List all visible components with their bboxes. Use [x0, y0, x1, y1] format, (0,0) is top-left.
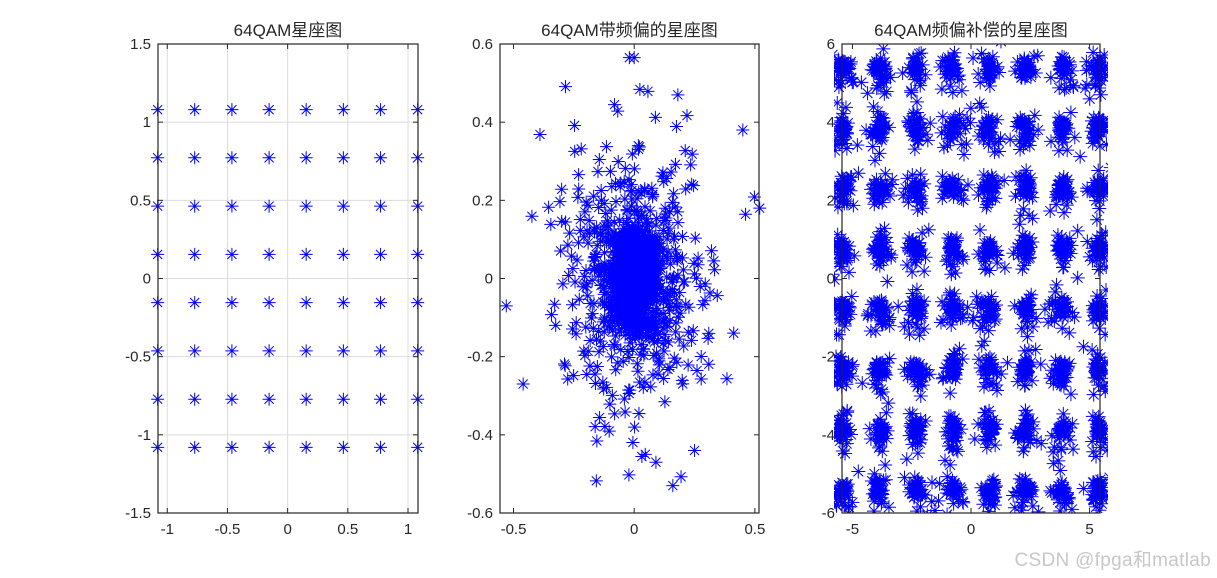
y-tick-label: -0.6	[467, 505, 493, 522]
x-tick-label: 0	[630, 521, 638, 538]
chart-title: 64QAM星座图	[234, 21, 343, 40]
axes-box	[841, 43, 1101, 514]
x-tick-label: 0	[283, 521, 291, 538]
y-tick-label: -2	[822, 349, 835, 366]
axes-box	[499, 43, 760, 514]
chart-title: 64QAM频偏补偿的星座图	[874, 21, 1068, 40]
watermark: CSDN @fpga和matlab	[1014, 550, 1211, 571]
y-tick-label: 1.5	[130, 36, 151, 53]
x-tick-label: 0.5	[337, 521, 358, 538]
y-tick-label: 0.6	[472, 36, 493, 53]
axes-box	[157, 43, 419, 514]
subplot-64qam-with-frequency-offset: 64QAM带频偏的星座图 -0.5 0 0.5 -0.6 -0.4 -0.2 0 0.2 0.4 0…	[467, 21, 767, 538]
y-tick-label: -1.5	[125, 505, 151, 522]
y-tick-label: 6	[827, 36, 835, 53]
x-tick-label: -5	[846, 521, 859, 538]
y-tick-label: 0.4	[472, 114, 493, 131]
y-tick-label: 0	[143, 271, 151, 288]
chart-title: 64QAM带频偏的星座图	[541, 21, 718, 40]
y-tick-label: -0.4	[467, 427, 493, 444]
x-tick-label: -0.5	[501, 521, 527, 538]
y-tick-label: 0	[827, 271, 835, 288]
y-tick-label: 0	[485, 271, 493, 288]
y-tick-label: 0.2	[472, 192, 493, 209]
y-tick-label: -0.5	[125, 349, 151, 366]
y-tick-label: 2	[827, 192, 835, 209]
x-tick-label: 1	[404, 521, 412, 538]
subplot-64qam-frequency-offset-compensated: 64QAM频偏补偿的星座图 -5 0 5 -6 -4 -2 0 2 4 6	[822, 21, 1108, 538]
subplot-64qam-constellation: 64QAM星座图 -1 -0.5 0 0.5 1 -1.5 -1 -0.5 0 0.5 1 1.5	[125, 21, 425, 538]
x-tick-label: -1	[161, 521, 174, 538]
x-tick-label: -0.5	[215, 521, 241, 538]
y-tick-label: -1	[138, 427, 151, 444]
marker-layer	[834, 44, 1108, 513]
marker-layer	[499, 51, 767, 493]
x-tick-label: 0.5	[744, 521, 765, 538]
y-tick-label: -0.2	[467, 349, 493, 366]
y-tick-label: 0.5	[130, 192, 151, 209]
x-tick-label: 5	[1085, 521, 1093, 538]
y-tick-label: 1	[143, 114, 151, 131]
y-tick-label: 4	[827, 114, 835, 131]
x-tick-label: 0	[967, 521, 975, 538]
y-tick-label: -4	[822, 427, 835, 444]
y-tick-label: -6	[822, 505, 835, 522]
